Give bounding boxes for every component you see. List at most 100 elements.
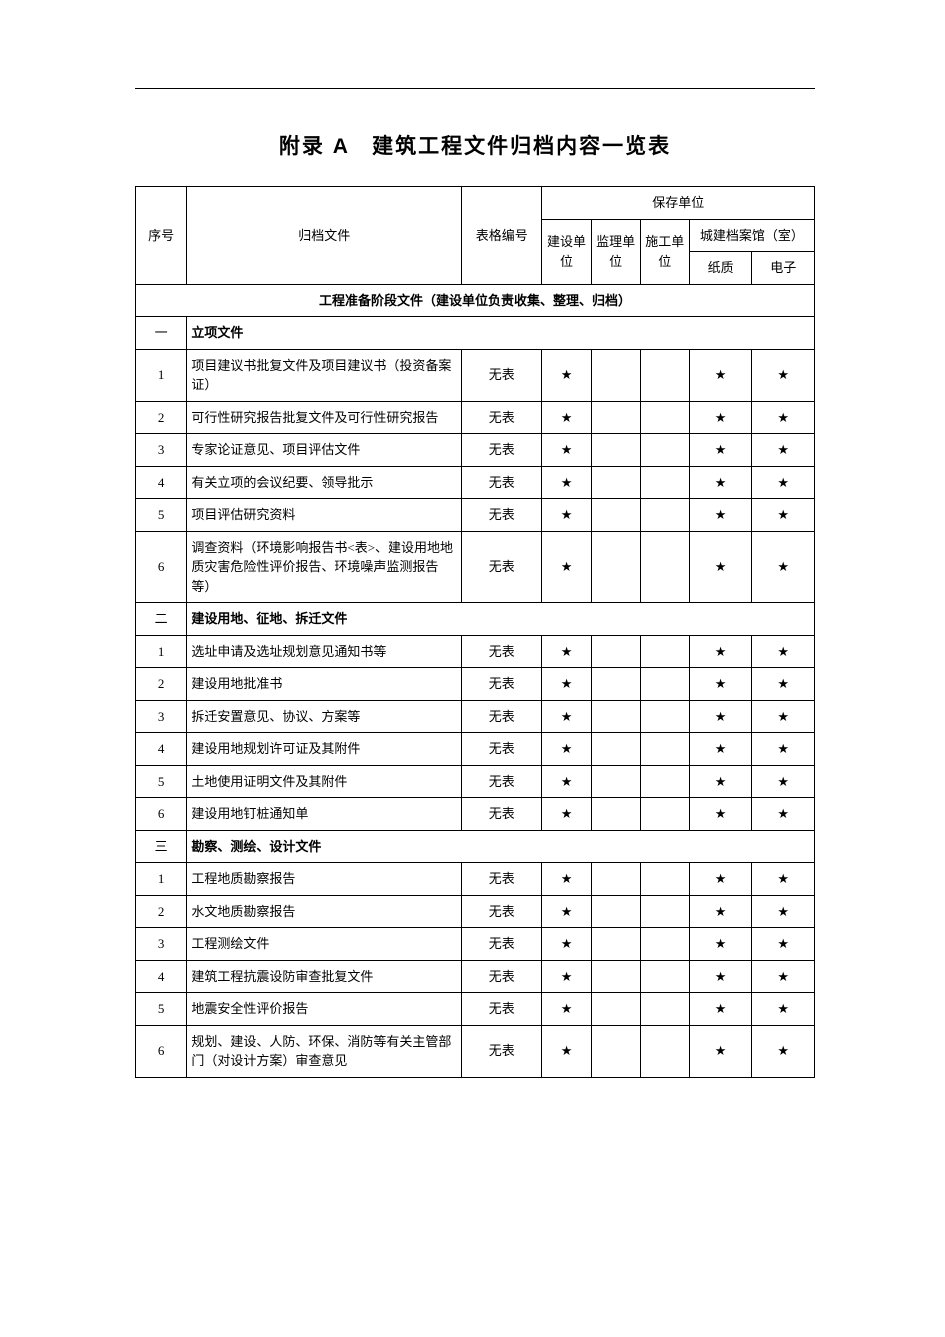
table-row: 4建筑工程抗震设防审查批复文件无表★★★ [136, 960, 815, 993]
row-file: 调查资料（环境影响报告书<表>、建设用地地质灾害危险性评价报告、环境噪声监测报告… [187, 531, 462, 603]
group-header-row: 工程准备阶段文件（建设单位负责收集、整理、归档） [136, 284, 815, 317]
cell-electronic: ★ [752, 863, 815, 896]
table-row: 6规划、建设、人防、环保、消防等有关主管部门（对设计方案）审查意见无表★★★ [136, 1025, 815, 1077]
row-form: 无表 [462, 993, 542, 1026]
cell-paper: ★ [689, 765, 752, 798]
section-title: 建设用地、征地、拆迁文件 [187, 603, 815, 636]
row-form: 无表 [462, 466, 542, 499]
cell-electronic: ★ [752, 765, 815, 798]
section-seq: 一 [136, 317, 187, 350]
cell-construct-unit [640, 798, 689, 831]
table-row: 2建设用地批准书无表★★★ [136, 668, 815, 701]
cell-paper: ★ [689, 1025, 752, 1077]
cell-supervise-unit [591, 993, 640, 1026]
cell-build-unit: ★ [542, 635, 591, 668]
row-seq: 6 [136, 531, 187, 603]
cell-construct-unit [640, 928, 689, 961]
row-seq: 2 [136, 668, 187, 701]
row-form: 无表 [462, 928, 542, 961]
row-form: 无表 [462, 765, 542, 798]
cell-supervise-unit [591, 531, 640, 603]
cell-build-unit: ★ [542, 993, 591, 1026]
cell-build-unit: ★ [542, 349, 591, 401]
row-seq: 1 [136, 863, 187, 896]
header-rule [135, 88, 815, 89]
cell-paper: ★ [689, 863, 752, 896]
row-file: 工程地质勘察报告 [187, 863, 462, 896]
cell-electronic: ★ [752, 668, 815, 701]
table-body: 工程准备阶段文件（建设单位负责收集、整理、归档）一立项文件1项目建议书批复文件及… [136, 284, 815, 1077]
cell-build-unit: ★ [542, 668, 591, 701]
table-row: 2水文地质勘察报告无表★★★ [136, 895, 815, 928]
row-seq: 6 [136, 798, 187, 831]
cell-electronic: ★ [752, 798, 815, 831]
cell-electronic: ★ [752, 401, 815, 434]
row-seq: 1 [136, 635, 187, 668]
row-form: 无表 [462, 349, 542, 401]
header-build-unit: 建设单位 [542, 219, 591, 284]
header-construct-unit: 施工单位 [640, 219, 689, 284]
cell-paper: ★ [689, 960, 752, 993]
row-form: 无表 [462, 960, 542, 993]
cell-electronic: ★ [752, 733, 815, 766]
row-form: 无表 [462, 733, 542, 766]
table-row: 6建设用地钉桩通知单无表★★★ [136, 798, 815, 831]
cell-supervise-unit [591, 928, 640, 961]
cell-paper: ★ [689, 434, 752, 467]
cell-electronic: ★ [752, 928, 815, 961]
cell-construct-unit [640, 531, 689, 603]
cell-electronic: ★ [752, 349, 815, 401]
cell-supervise-unit [591, 349, 640, 401]
header-electronic: 电子 [752, 252, 815, 285]
cell-supervise-unit [591, 798, 640, 831]
row-file: 水文地质勘察报告 [187, 895, 462, 928]
row-seq: 5 [136, 765, 187, 798]
row-form: 无表 [462, 531, 542, 603]
header-seq: 序号 [136, 187, 187, 285]
section-header-row: 一立项文件 [136, 317, 815, 350]
cell-paper: ★ [689, 733, 752, 766]
table-row: 1工程地质勘察报告无表★★★ [136, 863, 815, 896]
cell-build-unit: ★ [542, 700, 591, 733]
row-seq: 4 [136, 733, 187, 766]
row-file: 拆迁安置意见、协议、方案等 [187, 700, 462, 733]
row-seq: 2 [136, 895, 187, 928]
row-form: 无表 [462, 700, 542, 733]
section-seq: 三 [136, 830, 187, 863]
section-header-row: 三勘察、测绘、设计文件 [136, 830, 815, 863]
row-form: 无表 [462, 635, 542, 668]
table-row: 3拆迁安置意见、协议、方案等无表★★★ [136, 700, 815, 733]
cell-paper: ★ [689, 798, 752, 831]
cell-supervise-unit [591, 466, 640, 499]
row-seq: 3 [136, 434, 187, 467]
cell-paper: ★ [689, 635, 752, 668]
table-row: 4建设用地规划许可证及其附件无表★★★ [136, 733, 815, 766]
cell-paper: ★ [689, 531, 752, 603]
row-form: 无表 [462, 863, 542, 896]
header-form: 表格编号 [462, 187, 542, 285]
row-file: 可行性研究报告批复文件及可行性研究报告 [187, 401, 462, 434]
cell-electronic: ★ [752, 700, 815, 733]
cell-supervise-unit [591, 895, 640, 928]
cell-construct-unit [640, 863, 689, 896]
table-row: 2可行性研究报告批复文件及可行性研究报告无表★★★ [136, 401, 815, 434]
row-seq: 5 [136, 993, 187, 1026]
cell-supervise-unit [591, 765, 640, 798]
header-supervise-unit: 监理单位 [591, 219, 640, 284]
cell-construct-unit [640, 466, 689, 499]
cell-supervise-unit [591, 499, 640, 532]
cell-build-unit: ★ [542, 401, 591, 434]
row-form: 无表 [462, 434, 542, 467]
cell-build-unit: ★ [542, 863, 591, 896]
row-file: 建设用地钉桩通知单 [187, 798, 462, 831]
cell-construct-unit [640, 1025, 689, 1077]
cell-construct-unit [640, 733, 689, 766]
cell-supervise-unit [591, 733, 640, 766]
cell-supervise-unit [591, 401, 640, 434]
cell-supervise-unit [591, 960, 640, 993]
cell-construct-unit [640, 401, 689, 434]
cell-electronic: ★ [752, 960, 815, 993]
cell-electronic: ★ [752, 499, 815, 532]
cell-paper: ★ [689, 401, 752, 434]
group-header-label: 工程准备阶段文件（建设单位负责收集、整理、归档） [136, 284, 815, 317]
